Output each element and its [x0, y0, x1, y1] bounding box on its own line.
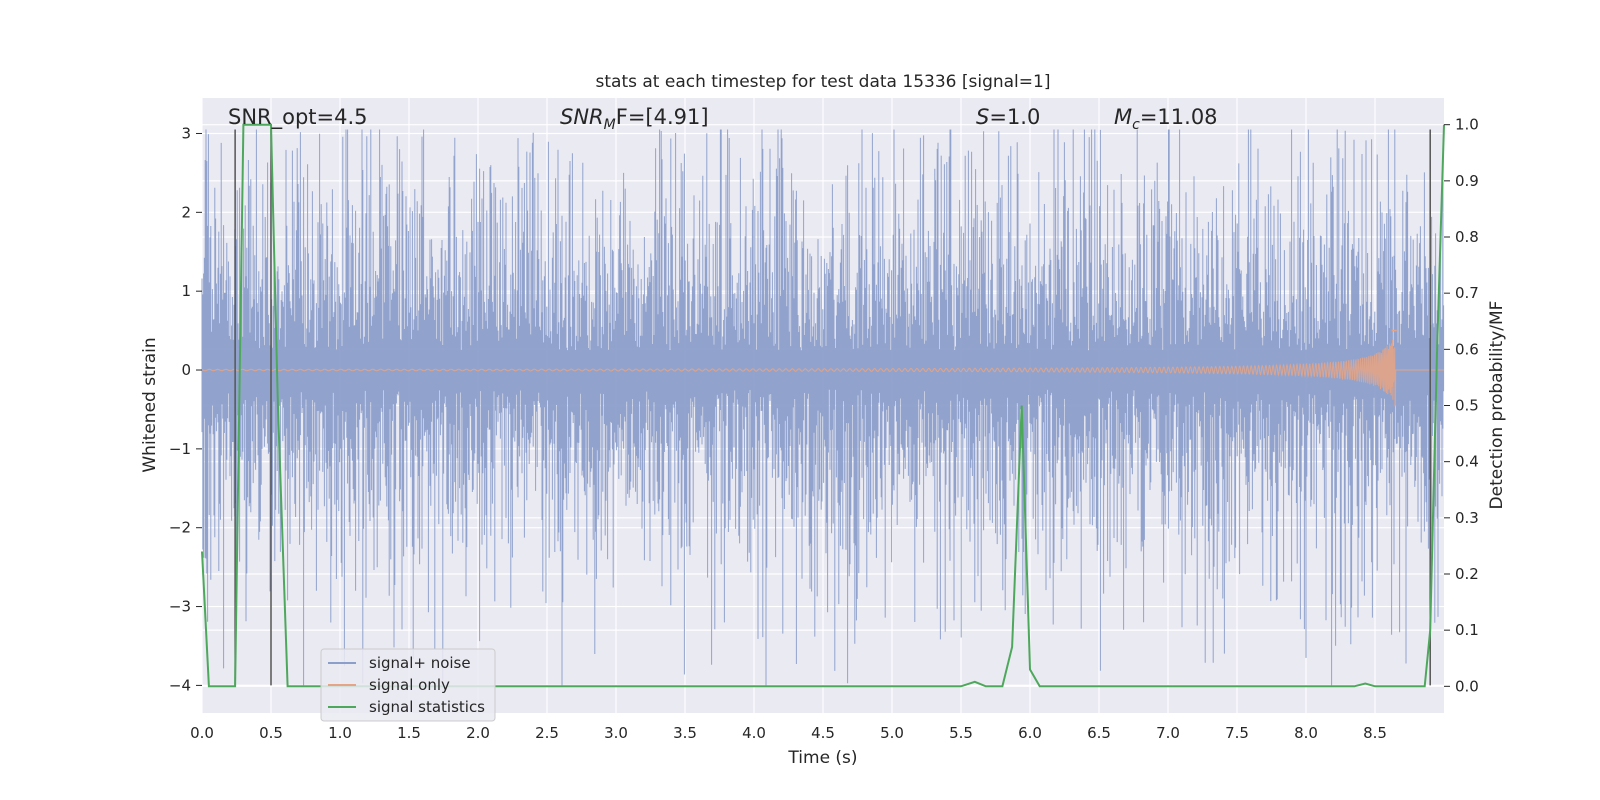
y-tick-label-1: 2	[181, 203, 191, 221]
y2-tick-label-8: 0.2	[1455, 565, 1479, 583]
x-axis-ticks: 0.0 0.5 1.0 1.5 2.0 2.5 3.0 3.5 4.0 4.5 5.0 5.5 6.0 6…	[190, 724, 1387, 742]
x-tick-label-14: 7.0	[1156, 724, 1180, 742]
x-tick-label-1: 0.5	[259, 724, 283, 742]
annotation-snr-mf-suffix: F=[4.91]	[616, 105, 709, 129]
signal-only-trace	[201, 339, 1444, 407]
annotation-s-prefix: S	[976, 105, 989, 129]
y-tick-label-0: 3	[181, 124, 191, 142]
y-tick-label-4: −1	[169, 440, 191, 458]
signal-statistics-line	[201, 123, 1445, 688]
x-tick-label-9: 4.5	[811, 724, 835, 742]
x-tick-label-4: 2.0	[466, 724, 490, 742]
y-tick-label-5: −2	[169, 519, 191, 537]
y2-tick-label-6: 0.4	[1455, 453, 1479, 471]
x-tick-label-2: 1.0	[328, 724, 352, 742]
annotation-mc-suffix: =11.08	[1140, 105, 1218, 129]
x-tick-label-10: 5.0	[880, 724, 904, 742]
annotation-s: S=1.0	[976, 105, 1040, 129]
series-signal-statistics	[201, 123, 1445, 688]
y-axis-ticks: 3 2 1 0 −1 −2 −3 −4	[169, 124, 202, 694]
series-signal-plus-noise	[201, 129, 1445, 686]
x-tick-label-5: 2.5	[535, 724, 559, 742]
annotation-mc: Mc=11.08	[1114, 105, 1218, 133]
noise-trace	[201, 129, 1445, 686]
x-tick-label-11: 5.5	[949, 724, 973, 742]
y-tick-label-3: 0	[181, 361, 191, 379]
legend-label-signal-statistics: signal statistics	[369, 698, 485, 716]
y-tick-label-7: −4	[169, 676, 191, 694]
x-tick-label-16: 8.0	[1294, 724, 1318, 742]
y2-tick-label-9: 0.1	[1455, 621, 1479, 639]
y2-tick-label-7: 0.3	[1455, 509, 1479, 527]
y2-tick-label-10: 0.0	[1455, 677, 1479, 695]
annotation-s-suffix: =1.0	[989, 105, 1040, 129]
y2-tick-label-5: 0.5	[1455, 397, 1479, 415]
annotation-mc-sub: c	[1132, 117, 1140, 133]
legend-box	[320, 648, 496, 722]
y2-tick-label-2: 0.8	[1455, 228, 1479, 246]
annotation-snr-mf-sub: M	[604, 117, 616, 133]
y2-tick-label-3: 0.7	[1455, 284, 1479, 302]
y2-tick-label-4: 0.6	[1455, 340, 1479, 358]
y2-tick-label-1: 0.9	[1455, 172, 1479, 190]
annotations: SNR_opt=4.5 SNRMF=[4.91] S=1.0 Mc=11.08	[228, 105, 1218, 133]
x-tick-label-13: 6.5	[1087, 724, 1111, 742]
y2-axis-label: Detection probability/MF	[1487, 301, 1507, 510]
y-axis-label: Whitened strain	[140, 337, 160, 472]
annotation-mc-prefix: M	[1114, 105, 1132, 129]
y2-axis-ticks: 1.0 0.9 0.8 0.7 0.6 0.5 0.4 0.3 0.2 0.1 0.0	[1444, 116, 1479, 695]
x-tick-label-6: 3.0	[604, 724, 628, 742]
legend-label-signal-only: signal only	[369, 676, 450, 694]
y2-tick-label-0: 1.0	[1455, 116, 1479, 134]
legend: signal+ noise signal only signal statist…	[320, 648, 496, 722]
x-tick-label-12: 6.0	[1018, 724, 1042, 742]
x-tick-label-8: 4.0	[742, 724, 766, 742]
series-signal-only	[201, 329, 1444, 407]
x-tick-label-17: 8.5	[1363, 724, 1387, 742]
x-tick-label-15: 7.5	[1225, 724, 1249, 742]
y-tick-label-6: −3	[169, 598, 191, 616]
annotation-snr-opt: SNR_opt=4.5	[228, 105, 368, 130]
x-axis-label: Time (s)	[787, 748, 857, 768]
x-tick-label-0: 0.0	[190, 724, 214, 742]
annotation-snr-mf: SNRMF=[4.91]	[560, 105, 709, 133]
annotation-snr-mf-prefix: SNR	[560, 105, 604, 129]
x-tick-label-7: 3.5	[673, 724, 697, 742]
x-tick-label-3: 1.5	[397, 724, 421, 742]
legend-label-signal-plus-noise: signal+ noise	[369, 654, 471, 672]
chart-title: stats at each timestep for test data 153…	[596, 72, 1051, 92]
y-tick-label-2: 1	[181, 282, 191, 300]
